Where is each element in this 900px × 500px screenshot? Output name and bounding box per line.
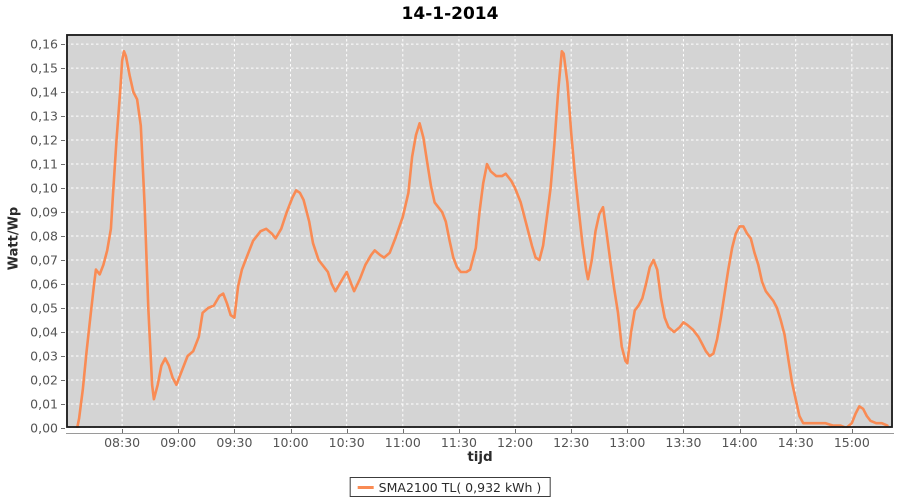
y-tick-label: 0,12 — [30, 132, 58, 148]
y-tick-mark — [61, 260, 65, 262]
plot-background — [66, 34, 893, 428]
x-tick-label: 09:00 — [160, 435, 197, 450]
y-tick-label: 0,13 — [30, 108, 58, 124]
y-tick-mark — [61, 164, 65, 166]
x-tick-mark — [851, 429, 853, 433]
y-tick-mark — [61, 380, 65, 381]
y-tick-label: 0,10 — [30, 180, 58, 196]
y-tick-mark — [61, 356, 65, 357]
x-tick-label: 08:30 — [104, 435, 141, 450]
y-tick-mark — [61, 428, 65, 429]
x-tick-label: 10:00 — [272, 435, 309, 450]
y-tick-mark — [61, 308, 65, 310]
x-tick-mark — [515, 429, 517, 433]
x-tick-label: 10:30 — [328, 435, 365, 450]
x-tick-mark — [290, 429, 292, 433]
x-tick-label: 11:30 — [440, 435, 477, 450]
x-tick-label: 12:30 — [553, 435, 590, 450]
y-tick-label: 0,11 — [30, 156, 58, 172]
x-tick-label: 11:00 — [384, 435, 421, 450]
y-tick-label: 0,06 — [30, 276, 58, 292]
y-tick-mark — [61, 236, 65, 238]
plot-border — [66, 34, 893, 428]
y-tick-label: 0,02 — [30, 372, 58, 388]
x-tick-mark — [627, 429, 629, 433]
plot-area — [66, 34, 893, 428]
x-tick-label: 14:00 — [721, 435, 758, 450]
y-tick-mark — [61, 212, 65, 214]
x-tick-mark — [571, 429, 573, 433]
x-tick-label: 12:00 — [497, 435, 534, 450]
y-tick-mark — [61, 404, 65, 405]
y-tick-mark — [61, 284, 65, 286]
series-line — [75, 49, 889, 428]
y-tick-mark — [61, 188, 65, 190]
x-tick-mark — [458, 429, 460, 433]
y-tick-label: 0,07 — [30, 252, 58, 268]
x-tick-label: 13:30 — [665, 435, 702, 450]
y-tick-label: 0,08 — [30, 228, 58, 244]
y-tick-label: 0,05 — [30, 300, 58, 316]
x-tick-label: 14:30 — [777, 435, 814, 450]
x-tick-label: 15:00 — [833, 435, 870, 450]
x-tick-mark — [739, 429, 741, 433]
legend: SMA2100 TL( 0,932 kWh ) — [349, 477, 551, 497]
x-tick-mark — [795, 429, 797, 433]
y-tick-label: 0,00 — [30, 420, 58, 436]
x-tick-mark — [234, 429, 236, 433]
y-tick-label: 0,04 — [30, 324, 58, 340]
x-tick-label: 13:00 — [609, 435, 646, 450]
y-tick-mark — [61, 116, 65, 118]
x-tick-mark — [122, 429, 124, 433]
y-tick-mark — [61, 92, 65, 94]
y-tick-label: 0,09 — [30, 204, 58, 220]
y-tick-label: 0,15 — [30, 60, 58, 76]
y-tick-label: 0,01 — [30, 396, 58, 412]
chart-title: 14-1-2014 — [401, 4, 499, 24]
y-tick-mark — [61, 68, 65, 70]
y-tick-label: 0,14 — [30, 84, 58, 100]
x-axis-title: tijd — [467, 449, 493, 465]
x-axis-line — [66, 433, 894, 434]
x-tick-mark — [178, 429, 180, 433]
legend-line-swatch — [357, 485, 374, 489]
x-tick-label: 09:30 — [216, 435, 253, 450]
x-tick-mark — [402, 429, 404, 433]
y-tick-mark — [61, 44, 65, 46]
y-tick-mark — [61, 332, 65, 334]
legend-series-label: SMA2100 TL( 0,932 kWh ) — [378, 479, 542, 495]
y-tick-label: 0,16 — [30, 36, 58, 52]
x-tick-mark — [683, 429, 685, 433]
y-tick-mark — [61, 140, 65, 142]
y-tick-label: 0,03 — [30, 348, 58, 364]
plot-canvas — [66, 34, 893, 428]
x-tick-mark — [346, 429, 348, 433]
